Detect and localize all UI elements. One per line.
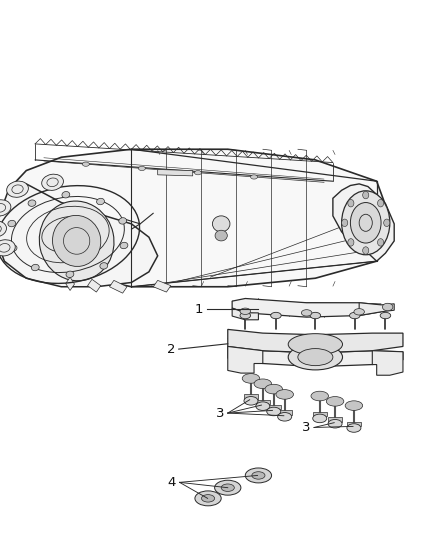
Ellipse shape	[66, 271, 74, 278]
Ellipse shape	[298, 349, 333, 366]
Ellipse shape	[194, 171, 201, 175]
Ellipse shape	[240, 312, 251, 319]
Ellipse shape	[350, 312, 360, 319]
Ellipse shape	[345, 401, 363, 410]
Ellipse shape	[326, 397, 344, 406]
Polygon shape	[153, 280, 171, 292]
Ellipse shape	[288, 344, 343, 370]
Ellipse shape	[212, 216, 230, 232]
Ellipse shape	[380, 312, 391, 319]
Ellipse shape	[378, 199, 384, 207]
Ellipse shape	[378, 239, 384, 246]
Text: 3: 3	[215, 407, 224, 419]
Polygon shape	[228, 329, 403, 353]
Ellipse shape	[271, 312, 281, 319]
Polygon shape	[313, 412, 327, 416]
Ellipse shape	[363, 191, 369, 199]
Text: 4: 4	[167, 476, 176, 489]
Ellipse shape	[195, 491, 221, 506]
Ellipse shape	[384, 219, 390, 227]
Ellipse shape	[8, 220, 16, 227]
Ellipse shape	[53, 215, 101, 266]
Ellipse shape	[244, 397, 258, 405]
Ellipse shape	[347, 424, 361, 432]
Ellipse shape	[39, 201, 114, 281]
Ellipse shape	[382, 303, 393, 311]
Text: 1: 1	[195, 303, 204, 316]
Ellipse shape	[221, 484, 234, 491]
Polygon shape	[267, 405, 281, 409]
Polygon shape	[0, 184, 158, 287]
Polygon shape	[372, 351, 403, 375]
Ellipse shape	[256, 402, 270, 410]
Ellipse shape	[251, 175, 258, 179]
Ellipse shape	[201, 495, 215, 502]
Ellipse shape	[82, 162, 89, 166]
Ellipse shape	[350, 203, 381, 243]
Ellipse shape	[62, 191, 70, 198]
Ellipse shape	[254, 379, 272, 389]
Text: 2: 2	[166, 343, 175, 356]
Ellipse shape	[32, 264, 39, 271]
Ellipse shape	[215, 480, 241, 495]
Ellipse shape	[119, 217, 127, 224]
Ellipse shape	[240, 308, 251, 314]
Ellipse shape	[342, 219, 348, 227]
Polygon shape	[333, 184, 394, 261]
Polygon shape	[359, 303, 394, 316]
Polygon shape	[66, 277, 74, 290]
Ellipse shape	[342, 191, 390, 255]
Ellipse shape	[301, 310, 312, 316]
Ellipse shape	[242, 374, 260, 383]
Ellipse shape	[311, 391, 328, 401]
Polygon shape	[244, 394, 258, 399]
Ellipse shape	[265, 384, 283, 394]
Polygon shape	[228, 346, 403, 367]
Polygon shape	[88, 279, 101, 292]
Ellipse shape	[354, 309, 364, 315]
Ellipse shape	[97, 198, 104, 205]
Ellipse shape	[7, 181, 28, 197]
Ellipse shape	[42, 174, 64, 190]
Polygon shape	[9, 149, 385, 287]
Polygon shape	[232, 308, 258, 320]
Polygon shape	[256, 400, 270, 404]
Ellipse shape	[288, 334, 343, 355]
Ellipse shape	[138, 166, 145, 171]
Ellipse shape	[0, 221, 7, 237]
Ellipse shape	[252, 472, 265, 479]
Polygon shape	[328, 417, 342, 422]
Ellipse shape	[348, 199, 354, 207]
Ellipse shape	[0, 200, 11, 216]
Ellipse shape	[100, 263, 108, 269]
Ellipse shape	[245, 468, 272, 483]
Ellipse shape	[348, 239, 354, 246]
Ellipse shape	[120, 243, 128, 249]
Ellipse shape	[215, 230, 227, 241]
Polygon shape	[232, 298, 381, 317]
Polygon shape	[158, 169, 193, 176]
Ellipse shape	[328, 419, 342, 428]
Ellipse shape	[278, 413, 292, 421]
Text: 3: 3	[302, 421, 311, 434]
Ellipse shape	[0, 240, 15, 256]
Ellipse shape	[28, 200, 36, 206]
Ellipse shape	[9, 245, 17, 252]
Polygon shape	[347, 422, 361, 426]
Ellipse shape	[363, 247, 369, 254]
Polygon shape	[278, 410, 292, 415]
Polygon shape	[110, 280, 127, 293]
Ellipse shape	[276, 390, 293, 399]
Ellipse shape	[310, 312, 321, 319]
Ellipse shape	[267, 407, 281, 416]
Ellipse shape	[313, 414, 327, 423]
Polygon shape	[228, 346, 263, 373]
